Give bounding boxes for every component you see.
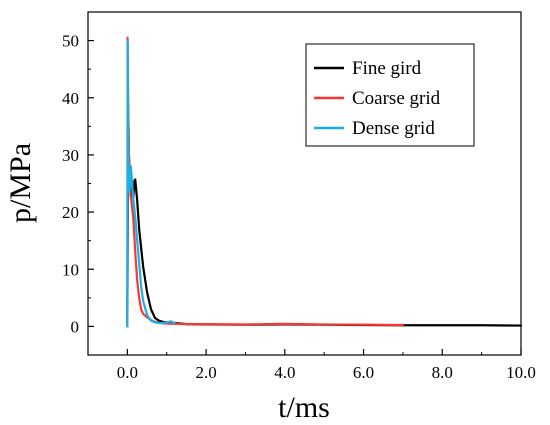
x-tick-label: 0.0: [117, 363, 138, 382]
x-tick-label: 2.0: [195, 363, 216, 382]
y-tick-label: 20: [62, 203, 79, 222]
legend: Fine gird Coarse grid Dense grid: [305, 43, 475, 147]
x-tick-label: 4.0: [274, 363, 295, 382]
x-tick-label: 8.0: [432, 363, 453, 382]
y-tick-label: 0: [71, 317, 80, 336]
y-axis-title: p/MPa: [4, 143, 37, 223]
plot-lines: [126, 36, 523, 328]
x-axis-title: t/ms: [278, 391, 330, 424]
series-line-3: [126, 39, 176, 328]
legend-label: Coarse grid: [352, 88, 441, 109]
y-tick-label: 50: [62, 32, 79, 51]
x-tick-label: 6.0: [353, 363, 374, 382]
y-tick-label: 40: [62, 89, 79, 108]
y-tick-label: 10: [62, 260, 79, 279]
y-axis-ticks: 0 10 20 30 40 50: [62, 11, 94, 356]
y-tick-label: 30: [62, 146, 79, 165]
legend-label: Dense grid: [352, 118, 435, 139]
x-tick-label: 10.0: [506, 363, 536, 382]
legend-label: Fine gird: [352, 58, 422, 79]
x-axis-ticks: 0.0 2.0 4.0 6.0 8.0 10.0: [87, 349, 536, 382]
